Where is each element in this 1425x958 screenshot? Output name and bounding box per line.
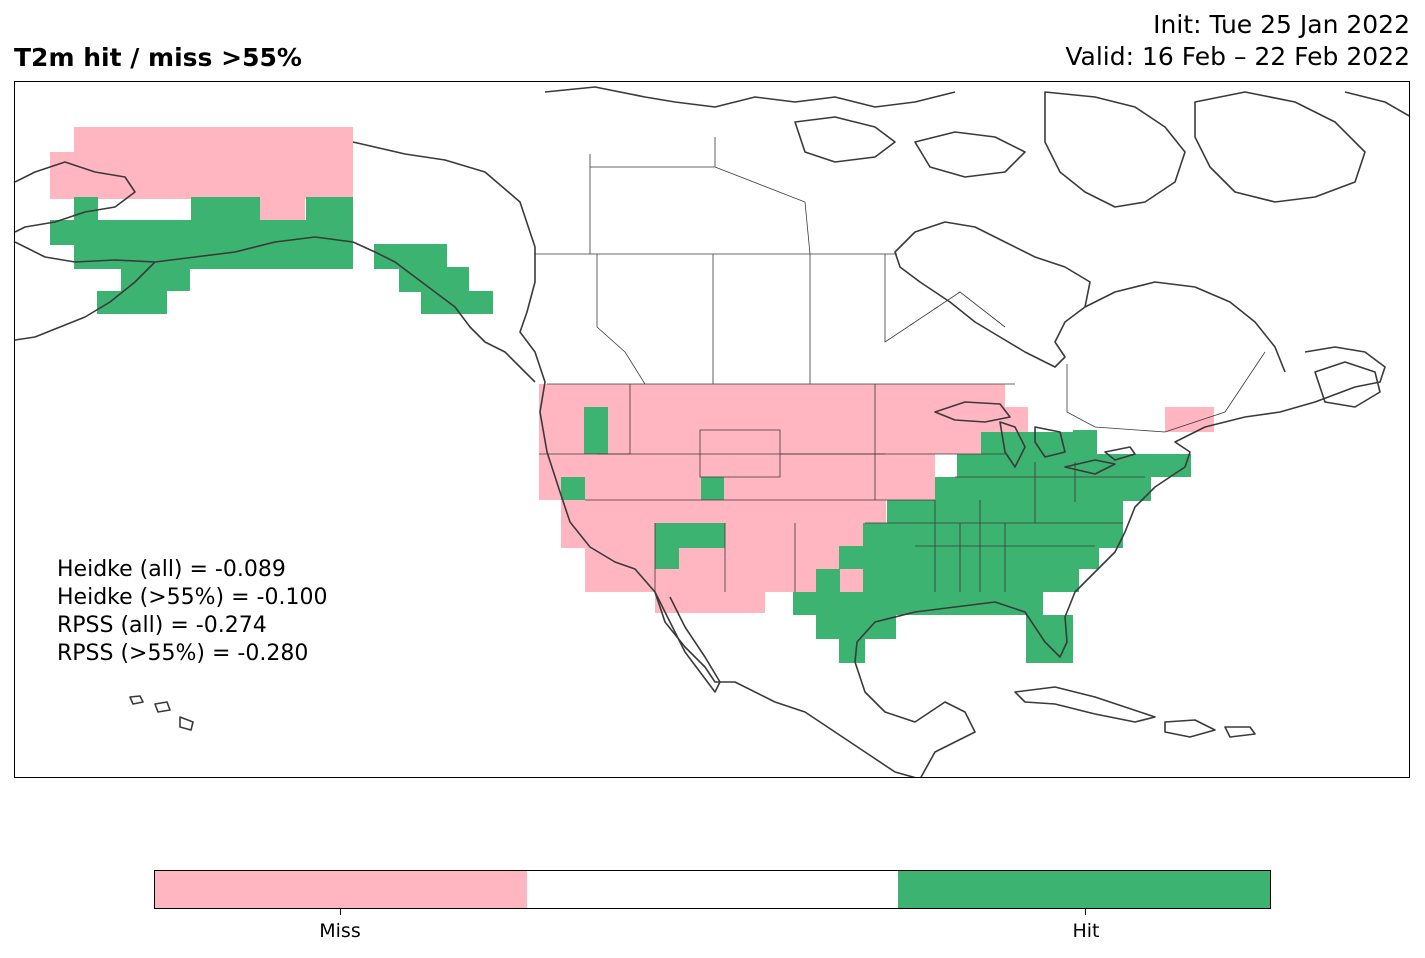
colorbar-neutral-segment [526,871,899,908]
hit-label: Hit [1072,920,1100,942]
colorbar [154,870,1271,909]
heidke-55-score: Heidke (>55%) = -0.100 [57,585,328,610]
valid-period: Valid: 16 Feb – 22 Feb 2022 [1065,42,1410,71]
map-title: T2m hit / miss >55% [14,43,302,72]
init-date: Init: Tue 25 Jan 2022 [1153,10,1410,39]
alaska-miss-cells [50,127,353,221]
hit-tick [1085,908,1086,915]
conus-miss-cells [539,384,1214,613]
alaska-hit-cells [50,197,493,314]
rpss-55-score: RPSS (>55%) = -0.280 [57,641,309,666]
miss-tick [340,908,341,915]
heidke-all-score: Heidke (all) = -0.089 [57,557,286,582]
skill-scores: Heidke (all) = -0.089 Heidke (>55%) = -0… [57,556,327,668]
state-province-borders [535,137,1266,592]
coastlines [15,86,1409,777]
colorbar-miss-segment [155,871,527,908]
miss-label: Miss [319,920,361,942]
colorbar-hit-segment [898,871,1271,908]
rpss-all-score: RPSS (all) = -0.274 [57,613,267,638]
conus-hit-cells [561,407,1191,663]
map-canvas [15,86,1409,777]
map-panel [14,81,1410,778]
